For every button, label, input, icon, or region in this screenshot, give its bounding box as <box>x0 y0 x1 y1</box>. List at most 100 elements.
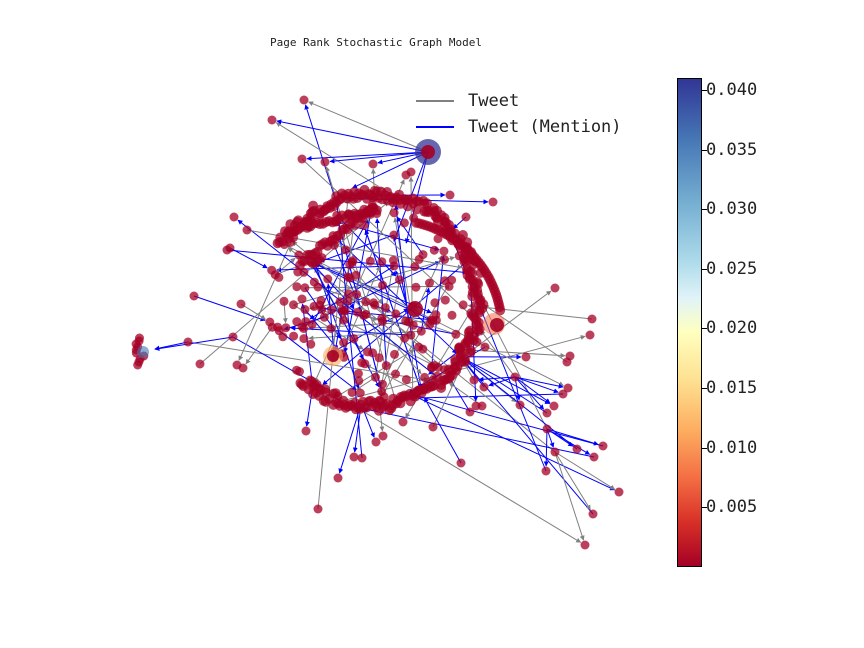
mention-edge <box>329 151 429 164</box>
graph-node <box>297 154 307 164</box>
graph-node <box>395 275 404 285</box>
graph-node <box>267 115 277 125</box>
graph-node <box>421 145 435 159</box>
graph-node <box>333 473 343 483</box>
graph-node <box>300 283 310 293</box>
tweet-edge <box>333 393 582 543</box>
graph-node <box>380 303 390 313</box>
tweet-edge <box>308 101 429 153</box>
graph-node <box>388 255 398 265</box>
mention-edge <box>514 376 564 389</box>
tweet-edge <box>279 241 564 387</box>
graph-node <box>515 400 525 410</box>
graph-node <box>390 349 399 359</box>
mention-edge <box>332 235 458 354</box>
graph-node <box>398 417 408 427</box>
graph-node <box>451 329 461 339</box>
graph-node <box>355 388 365 398</box>
graph-node <box>407 301 423 317</box>
graph-node <box>471 401 481 411</box>
graph-node <box>279 296 289 306</box>
tweet-edge <box>275 122 397 198</box>
colorbar-tick-label: 0.035 <box>706 139 758 160</box>
graph-node <box>585 330 595 340</box>
graph-node <box>440 276 450 286</box>
colorbar-tick-label: 0.015 <box>706 378 758 399</box>
mention-edge <box>319 234 395 263</box>
graph-node <box>445 227 454 237</box>
graph-node <box>440 295 450 305</box>
graph-node <box>381 361 391 371</box>
graph-node <box>238 363 248 373</box>
graph-node <box>409 213 419 223</box>
mention-edge <box>414 393 604 447</box>
graph-node <box>510 372 520 382</box>
mention-edge <box>154 336 234 351</box>
graph-node <box>265 317 275 327</box>
colorbar-tick-label: 0.025 <box>706 258 758 279</box>
tweet-edge <box>301 158 473 317</box>
legend-line-tweet <box>416 100 454 102</box>
graph-node <box>368 159 378 169</box>
graph-node <box>352 289 362 299</box>
colorbar-tick-label: 0.020 <box>706 318 758 339</box>
tweet-edge <box>187 341 429 382</box>
graph-node <box>299 95 309 105</box>
graph-node <box>377 313 387 323</box>
graph-node <box>377 387 387 397</box>
tweet-edge <box>337 349 415 397</box>
graph-node <box>306 257 316 267</box>
mention-edge <box>464 359 548 414</box>
graph-node <box>417 388 427 398</box>
graph-node <box>374 353 384 363</box>
graph-node <box>308 382 318 392</box>
graph-node <box>279 240 289 250</box>
graph-node <box>558 389 568 399</box>
graph-node <box>347 388 357 397</box>
mention-edge <box>193 295 266 322</box>
graph-node <box>320 157 330 167</box>
graph-node <box>400 333 410 343</box>
graph-node <box>371 437 381 447</box>
mention-edge <box>514 376 545 410</box>
graph-node <box>589 452 599 462</box>
mention-edge <box>488 376 516 387</box>
graph-node <box>295 378 306 389</box>
graph-node <box>456 458 466 468</box>
graph-node <box>133 360 143 370</box>
graph-node <box>289 300 298 310</box>
graph-node <box>365 256 375 266</box>
graph-node <box>300 305 310 314</box>
graph-node <box>401 375 411 384</box>
graph-node <box>424 205 434 215</box>
graph-node <box>549 401 559 411</box>
graph-node <box>361 297 371 307</box>
mention-edge <box>334 200 363 459</box>
graph-node <box>299 334 309 344</box>
graph-node <box>332 210 342 220</box>
graph-node <box>521 352 531 362</box>
graph-node <box>411 204 422 215</box>
graph-node <box>195 359 205 369</box>
graph-node <box>378 280 388 290</box>
graph-node <box>236 299 246 309</box>
graph-node <box>341 245 351 255</box>
graph-node <box>323 274 333 284</box>
graph-node <box>228 332 238 342</box>
graph-node <box>445 190 455 200</box>
graph-node <box>430 298 440 308</box>
colorbar-tick <box>702 89 707 91</box>
graph-node <box>377 257 387 267</box>
graph-node <box>315 211 325 221</box>
graph-node <box>469 375 479 385</box>
graph-node <box>414 254 424 264</box>
colorbar <box>677 78 702 567</box>
graph-node <box>425 278 434 288</box>
chart-title: Page Rank Stochastic Graph Model <box>270 36 482 49</box>
colorbar-tick <box>702 149 707 151</box>
graph-node <box>338 306 348 316</box>
graph-node <box>461 212 471 222</box>
mention-edge <box>514 376 559 394</box>
graph-node <box>349 452 359 462</box>
graph-node <box>183 337 193 347</box>
